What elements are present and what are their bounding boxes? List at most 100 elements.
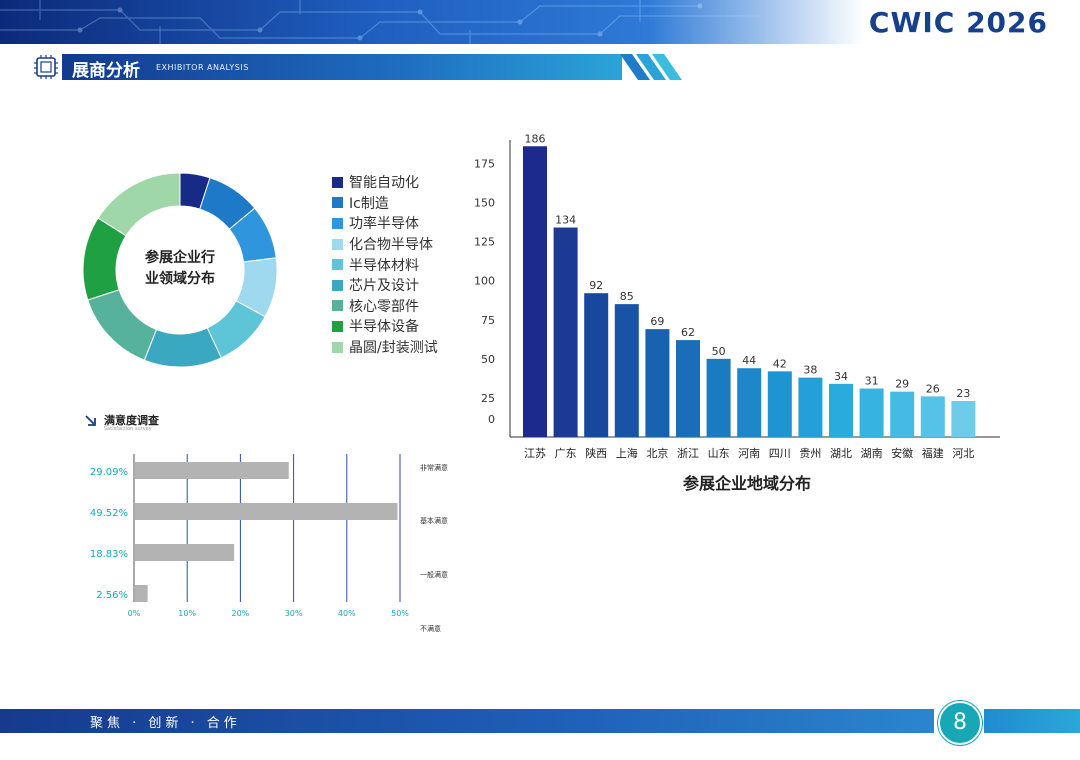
industry-donut-chart <box>82 172 278 368</box>
legend-item: 芯片及设计 <box>332 275 438 296</box>
x-category-label: 广东 <box>555 447 577 460</box>
bar-value-label: 92 <box>589 279 603 292</box>
satisfaction-value-label: 18.83% <box>90 549 128 560</box>
bar-value-label: 85 <box>620 290 634 303</box>
circuit-pattern <box>0 0 760 44</box>
x-category-label: 上海 <box>616 446 638 460</box>
legend-swatch <box>332 217 343 229</box>
donut-slice <box>143 327 222 368</box>
y-tick-label: 50 <box>481 353 495 366</box>
legend-item: 晶圆/封装测试 <box>332 337 438 358</box>
region-bar <box>706 358 731 437</box>
region-bar <box>859 388 884 437</box>
bar-value-label: 186 <box>525 132 546 145</box>
region-bar <box>645 329 670 437</box>
legend-swatch <box>332 259 343 271</box>
x-category-label: 福建 <box>922 446 944 460</box>
bar-value-label: 34 <box>834 370 848 383</box>
region-bar-chart: 0 25 50 75 100 125 150 175 186 江苏 134 广东 92 陕西 85 上海 69 北… <box>474 132 1000 493</box>
satisfaction-subtitle: Satisfaction survey <box>104 426 152 432</box>
satisfaction-bar <box>135 503 398 520</box>
legend-label: 智能自动化 <box>349 175 419 192</box>
x-category-label: 河南 <box>738 447 760 460</box>
legend-item: 化合物半导体 <box>332 234 438 255</box>
donut-slice <box>87 289 158 361</box>
bar-value-label: 62 <box>681 326 695 339</box>
region-bar <box>920 396 945 437</box>
footer-bar-left <box>0 709 934 733</box>
x-category-label: 陕西 <box>585 446 607 460</box>
bar-value-label: 69 <box>650 315 664 328</box>
x-category-label: 河北 <box>952 447 974 460</box>
legend-swatch <box>332 279 343 291</box>
x-tick-label: 30% <box>285 609 303 618</box>
bar-value-label: 44 <box>742 354 756 367</box>
brand-title: CWIC 2026 <box>868 6 1048 39</box>
region-bar <box>829 383 853 437</box>
bar-value-label: 23 <box>956 387 970 400</box>
donut-center-line-2: 业领域分布 <box>145 271 215 287</box>
x-tick-label: 40% <box>338 609 356 618</box>
section-stripes <box>620 54 682 80</box>
satisfaction-value-label: 29.09% <box>90 467 128 478</box>
donut-legend: 智能自动化 Ic制造 功率半导体 化合物半导体 半导体材料 芯片及设计 核心零部件 半导体设备… <box>332 172 438 357</box>
region-bar <box>767 371 792 437</box>
top-banner <box>0 0 1080 44</box>
region-bar <box>676 340 700 437</box>
x-category-label: 四川 <box>769 447 791 460</box>
arrow-down-right-icon <box>85 415 96 426</box>
satisfaction-value-label: 2.56% <box>96 590 128 601</box>
x-category-label: 湖北 <box>830 447 852 460</box>
satisfaction-title: 满意度调查 <box>104 414 159 427</box>
y-tick-label: 175 <box>474 157 495 170</box>
legend-item: 功率半导体 <box>332 213 438 234</box>
donut-slice <box>97 172 181 237</box>
y-tick-label: 100 <box>474 275 495 288</box>
x-category-label: 贵州 <box>799 447 821 460</box>
satisfaction-bar <box>135 585 148 602</box>
x-tick-label: 20% <box>232 609 250 618</box>
legend-swatch <box>332 197 343 209</box>
legend-label: 功率半导体 <box>349 216 419 233</box>
legend-label: 芯片及设计 <box>349 278 419 295</box>
bar-value-label: 26 <box>926 382 940 395</box>
legend-label: 晶圆/封装测试 <box>349 340 438 357</box>
legend-item: 半导体材料 <box>332 254 438 275</box>
region-chart-title: 参展企业地域分布 <box>683 474 811 493</box>
satisfaction-category-label: 一般满意 <box>420 570 448 579</box>
section-subtitle: EXHIBITOR ANALYSIS <box>156 63 249 72</box>
bar-value-label: 38 <box>803 364 817 377</box>
x-tick-label: 50% <box>391 609 409 618</box>
region-bar <box>951 401 976 437</box>
satisfaction-category-label: 非常满意 <box>420 463 448 472</box>
legend-label: 化合物半导体 <box>349 237 433 254</box>
satisfaction-category-label: 不满意 <box>420 624 441 633</box>
region-bar <box>737 368 762 437</box>
satisfaction-bar <box>135 462 289 479</box>
satisfaction-bar <box>135 544 235 561</box>
section-header: 展商分析 EXHIBITOR ANALYSIS <box>32 54 688 81</box>
x-category-label: 湖南 <box>861 447 883 460</box>
y-tick-label: 75 <box>481 314 495 327</box>
section-title: 展商分析 <box>72 61 140 81</box>
region-bar <box>553 227 578 437</box>
bar-value-label: 42 <box>773 357 787 370</box>
legend-label: 半导体设备 <box>349 319 419 336</box>
region-bar <box>890 391 915 437</box>
bar-value-label: 50 <box>712 345 726 358</box>
y-tick-label: 0 <box>488 413 495 426</box>
region-bar <box>584 293 609 437</box>
x-tick-label: 0% <box>128 609 141 618</box>
legend-swatch <box>332 320 343 332</box>
section-bar <box>62 54 622 80</box>
x-tick-label: 10% <box>178 609 196 618</box>
page-number: 8 <box>938 701 982 745</box>
x-category-label: 山东 <box>708 447 730 460</box>
donut-center-line-1: 参展企业行 <box>145 250 215 266</box>
x-category-label: 安徽 <box>891 446 913 460</box>
y-tick-label: 25 <box>481 392 495 405</box>
legend-item: 智能自动化 <box>332 172 438 193</box>
y-tick-label: 150 <box>474 197 495 210</box>
bar-value-label: 29 <box>895 378 909 391</box>
bar-value-label: 134 <box>555 214 576 227</box>
